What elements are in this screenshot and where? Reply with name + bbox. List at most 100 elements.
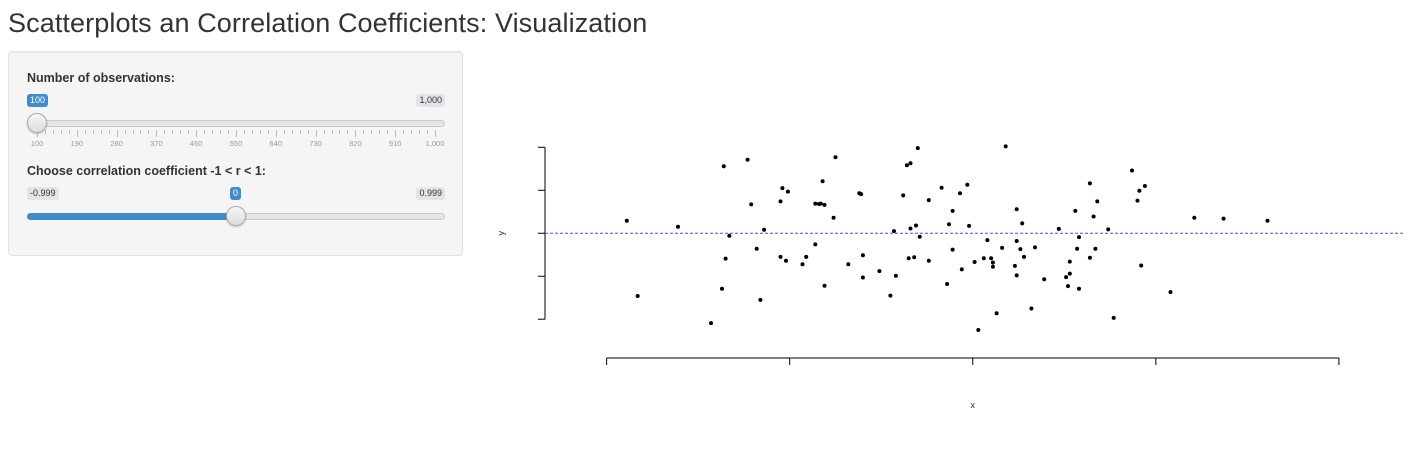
- data-point: [1056, 226, 1061, 231]
- data-point: [967, 223, 972, 228]
- observations-value-badge: 100: [27, 94, 49, 107]
- data-point: [1142, 184, 1147, 188]
- data-point: [1014, 239, 1019, 243]
- slider-major-tick: [355, 130, 357, 137]
- slider-minor-tick: [363, 130, 365, 134]
- data-point: [822, 202, 827, 207]
- data-point: [914, 223, 918, 228]
- data-point: [820, 179, 825, 184]
- data-point: [965, 182, 970, 187]
- slider-major-tick: [116, 130, 118, 137]
- slider-minor-tick: [371, 130, 373, 134]
- correlation-label: Choose correlation coefficient -1 < r < …: [27, 164, 266, 178]
- slider-minor-tick: [379, 130, 381, 134]
- data-point: [1067, 271, 1072, 276]
- data-point: [822, 283, 827, 288]
- observations-track[interactable]: [27, 120, 445, 127]
- data-point: [958, 191, 962, 196]
- x-axis-label: x: [971, 400, 976, 410]
- data-point: [723, 256, 728, 261]
- slider-minor-tick: [44, 130, 46, 134]
- slider-tick-label: 910: [388, 139, 402, 148]
- data-point: [780, 186, 785, 191]
- data-point: [939, 185, 944, 190]
- observations-label: Number of observations:: [27, 71, 175, 85]
- data-point: [1042, 277, 1047, 282]
- data-point: [720, 286, 724, 291]
- data-point: [915, 146, 920, 151]
- data-point: [994, 311, 999, 316]
- data-point: [749, 202, 754, 207]
- data-point: [1075, 246, 1080, 251]
- observations-handle[interactable]: [27, 113, 47, 133]
- data-point: [904, 163, 909, 168]
- data-point: [912, 255, 917, 260]
- data-point: [813, 201, 818, 206]
- data-point: [985, 238, 990, 243]
- data-point: [1106, 227, 1111, 232]
- data-point: [1093, 246, 1098, 251]
- slider-minor-tick: [148, 130, 150, 134]
- slider-minor-tick: [267, 130, 269, 134]
- scatter-plot: x y: [496, 144, 1405, 410]
- data-point: [976, 328, 981, 332]
- data-point: [945, 282, 950, 286]
- correlation-handle[interactable]: [226, 206, 246, 226]
- data-point: [676, 224, 680, 229]
- slider-tick-label: 460: [189, 139, 203, 148]
- slider-major-tick: [435, 130, 436, 137]
- data-point: [831, 215, 836, 220]
- data-point: [762, 227, 767, 232]
- data-point: [721, 164, 726, 169]
- data-point: [778, 199, 783, 204]
- data-point: [877, 269, 882, 274]
- slider-major-tick: [76, 130, 78, 137]
- slider-minor-tick: [323, 130, 325, 134]
- slider-minor-tick: [427, 130, 429, 134]
- data-point: [908, 226, 913, 231]
- data-point: [1087, 181, 1092, 186]
- data-point: [860, 253, 865, 258]
- data-point: [859, 192, 864, 197]
- data-point: [804, 254, 809, 259]
- data-point: [989, 256, 994, 261]
- data-point: [950, 208, 955, 213]
- data-point: [1033, 245, 1037, 250]
- data-point: [1066, 284, 1070, 289]
- data-point: [754, 246, 759, 251]
- data-point: [1073, 208, 1078, 213]
- data-point: [635, 294, 640, 298]
- slider-minor-tick: [180, 130, 182, 134]
- slider-minor-tick: [188, 130, 190, 134]
- data-point: [1137, 188, 1142, 193]
- plot-axes: [538, 146, 1340, 365]
- slider-tick-label: 100: [30, 139, 44, 148]
- slider-minor-tick: [411, 130, 413, 134]
- data-point: [813, 242, 818, 247]
- data-point: [908, 161, 913, 166]
- correlation-fill: [27, 213, 236, 220]
- slider-minor-tick: [68, 130, 70, 134]
- slider-minor-tick: [299, 130, 301, 134]
- correlation-slider[interactable]: -0.999 0 0.999: [27, 185, 445, 245]
- data-point: [947, 222, 951, 227]
- data-point: [1221, 216, 1226, 221]
- slider-tick-label: 370: [150, 139, 163, 148]
- data-point: [1192, 215, 1197, 220]
- data-point: [893, 273, 898, 278]
- data-point: [1135, 198, 1140, 203]
- sidebar-panel: Number of observations: 100 1,000 100 190…: [8, 51, 463, 256]
- slider-tick-label: 190: [70, 139, 84, 148]
- slider-minor-tick: [60, 130, 62, 134]
- correlation-min-badge: -0.999: [27, 187, 59, 200]
- slider-minor-tick: [132, 130, 134, 134]
- data-point: [1077, 286, 1081, 291]
- slider-minor-tick: [172, 130, 174, 134]
- data-point: [778, 254, 783, 259]
- slider-minor-tick: [140, 130, 142, 134]
- observations-slider[interactable]: 100 1,000 100 190 280 370 460 550 640 730 820 910…: [27, 92, 445, 152]
- slider-minor-tick: [403, 130, 405, 134]
- data-point: [833, 155, 838, 160]
- data-point: [860, 275, 865, 280]
- data-point: [758, 297, 763, 302]
